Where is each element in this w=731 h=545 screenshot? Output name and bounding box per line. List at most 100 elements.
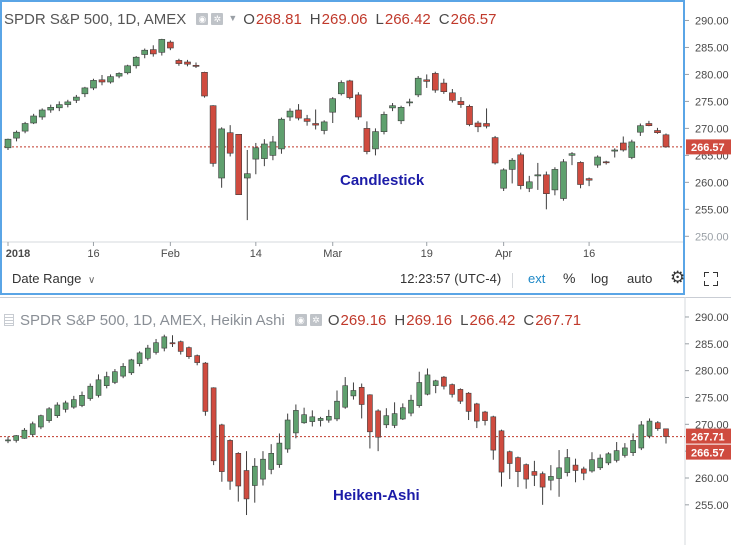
auto-toggle[interactable]: auto (627, 271, 653, 286)
candle (153, 338, 159, 355)
candle-body-down (355, 94, 362, 118)
candle-body-up (4, 138, 12, 149)
candle-body-down (517, 154, 525, 186)
candle (175, 58, 183, 66)
ohlc-values: O269.16 H269.16 L266.42 C267.71 (328, 312, 589, 329)
candle (630, 433, 636, 456)
time-axis[interactable]: 2018 16 Feb 14 Mar 19 Apr 16 (6, 242, 595, 260)
candle-body-down (490, 416, 497, 451)
x-tick-label: 16 (583, 248, 595, 260)
drag-handle-icon[interactable] (4, 314, 14, 326)
candle (261, 139, 268, 167)
heikin-ashi-chart[interactable]: 290.00285.00280.00275.00270.00265.00260.… (0, 297, 731, 545)
candle-body-up (637, 125, 644, 133)
candle-body-up (284, 419, 291, 450)
candle (358, 383, 365, 419)
candle (218, 127, 225, 188)
candle (431, 71, 439, 93)
candle (201, 71, 208, 98)
ext-toggle[interactable]: ext (528, 271, 546, 286)
y-tick-label: 285.00 (695, 339, 729, 351)
eye-icon[interactable]: ◉ (294, 314, 307, 326)
candle-body-down (663, 428, 669, 437)
candle (325, 409, 332, 423)
heikin-ashi-panel[interactable]: 290.00285.00280.00275.00270.00265.00260.… (0, 297, 731, 545)
candle (62, 400, 69, 413)
candle (457, 388, 464, 404)
candlestick-chart[interactable]: 290.00285.00280.00275.00270.00265.00260.… (0, 0, 731, 267)
candle-body-down (645, 123, 653, 127)
candle (568, 152, 576, 166)
candle-body-up (380, 114, 388, 133)
price-axis[interactable]: 290.00285.00280.00275.00270.00265.00260.… (685, 312, 729, 512)
ohlc-prefix: H (394, 311, 406, 329)
ohlc-value: 267.71 (535, 311, 582, 329)
candle-body-down (177, 341, 184, 352)
candle (141, 48, 148, 59)
candle-body-down (167, 41, 174, 49)
chevron-down-icon[interactable]: ▼ (228, 13, 238, 23)
candle-body-up (329, 98, 337, 113)
date-range-button[interactable]: Date Range ∨ (12, 271, 95, 286)
candle (194, 354, 200, 366)
candle-body-up (46, 408, 52, 421)
candlestick-panel[interactable]: 290.00 285.00 280.00 275.00 270.00 265.00 260.… (0, 0, 731, 297)
y-tick-label: 275.00 (695, 96, 729, 108)
candle-body-up (87, 385, 94, 399)
y-tick-label: 260.00 (695, 177, 729, 189)
y-tick-label: 275.00 (695, 392, 729, 404)
candle (5, 436, 11, 444)
candle-body-up (128, 359, 135, 374)
candle (342, 377, 349, 409)
candle-body-down (602, 161, 610, 164)
symbol-title[interactable]: SPDR S&P 500, 1D, AMEX (4, 10, 187, 28)
fullscreen-icon[interactable] (703, 271, 719, 287)
candle (441, 376, 447, 390)
y-tick-label: 255.00 (695, 500, 729, 512)
candle (21, 428, 28, 439)
candle-body-up (145, 347, 151, 359)
candle (268, 444, 275, 475)
candle-body-down (457, 101, 465, 105)
symbol-title[interactable]: SPDR S&P 500, 1D, AMEX, Heikin Ashi (20, 311, 285, 329)
candle-body-up (551, 169, 559, 191)
ohlc-h: H269.16 (394, 312, 452, 329)
candle-body-up (414, 77, 422, 96)
candle (564, 449, 571, 477)
price-tag-heikin: 267.71 (686, 428, 731, 444)
ohlc-l: L266.42 (376, 11, 431, 28)
gear-icon[interactable]: ✲ (309, 314, 322, 326)
price-axis[interactable]: 290.00285.00280.00275.00270.00265.00260.… (685, 15, 729, 243)
candle (432, 379, 439, 394)
candle-body-up (548, 476, 554, 481)
ohlc-value: 269.06 (321, 10, 368, 28)
candle (525, 175, 533, 193)
gear-icon[interactable]: ⚙ (670, 268, 686, 287)
ohlc-prefix: O (327, 311, 340, 329)
candle-body-up (525, 181, 533, 189)
candle (580, 466, 587, 481)
eye-icon[interactable]: ◉ (196, 13, 209, 25)
candle-body-down (202, 362, 209, 412)
candle-body-down (423, 79, 431, 82)
candle (38, 414, 44, 430)
candle (235, 452, 242, 502)
candle (79, 391, 85, 408)
candle-body-up (630, 440, 636, 453)
log-toggle[interactable]: log (591, 271, 609, 286)
candle-body-down (654, 130, 661, 134)
gear-icon[interactable]: ✲ (211, 13, 224, 25)
candle (95, 374, 102, 398)
percent-toggle[interactable]: % (563, 270, 576, 286)
candle (424, 368, 431, 396)
clock-time[interactable]: 12:23:57 (UTC-4) (400, 271, 502, 286)
candle (482, 410, 488, 426)
candle-body-up (95, 379, 102, 396)
legend-tools: ◉ ✲ ▼ (196, 13, 237, 25)
candle (81, 86, 89, 98)
candle (317, 416, 324, 427)
candle (551, 167, 559, 196)
candle-body-down (523, 464, 530, 480)
candle (389, 103, 396, 112)
candle (406, 98, 413, 107)
